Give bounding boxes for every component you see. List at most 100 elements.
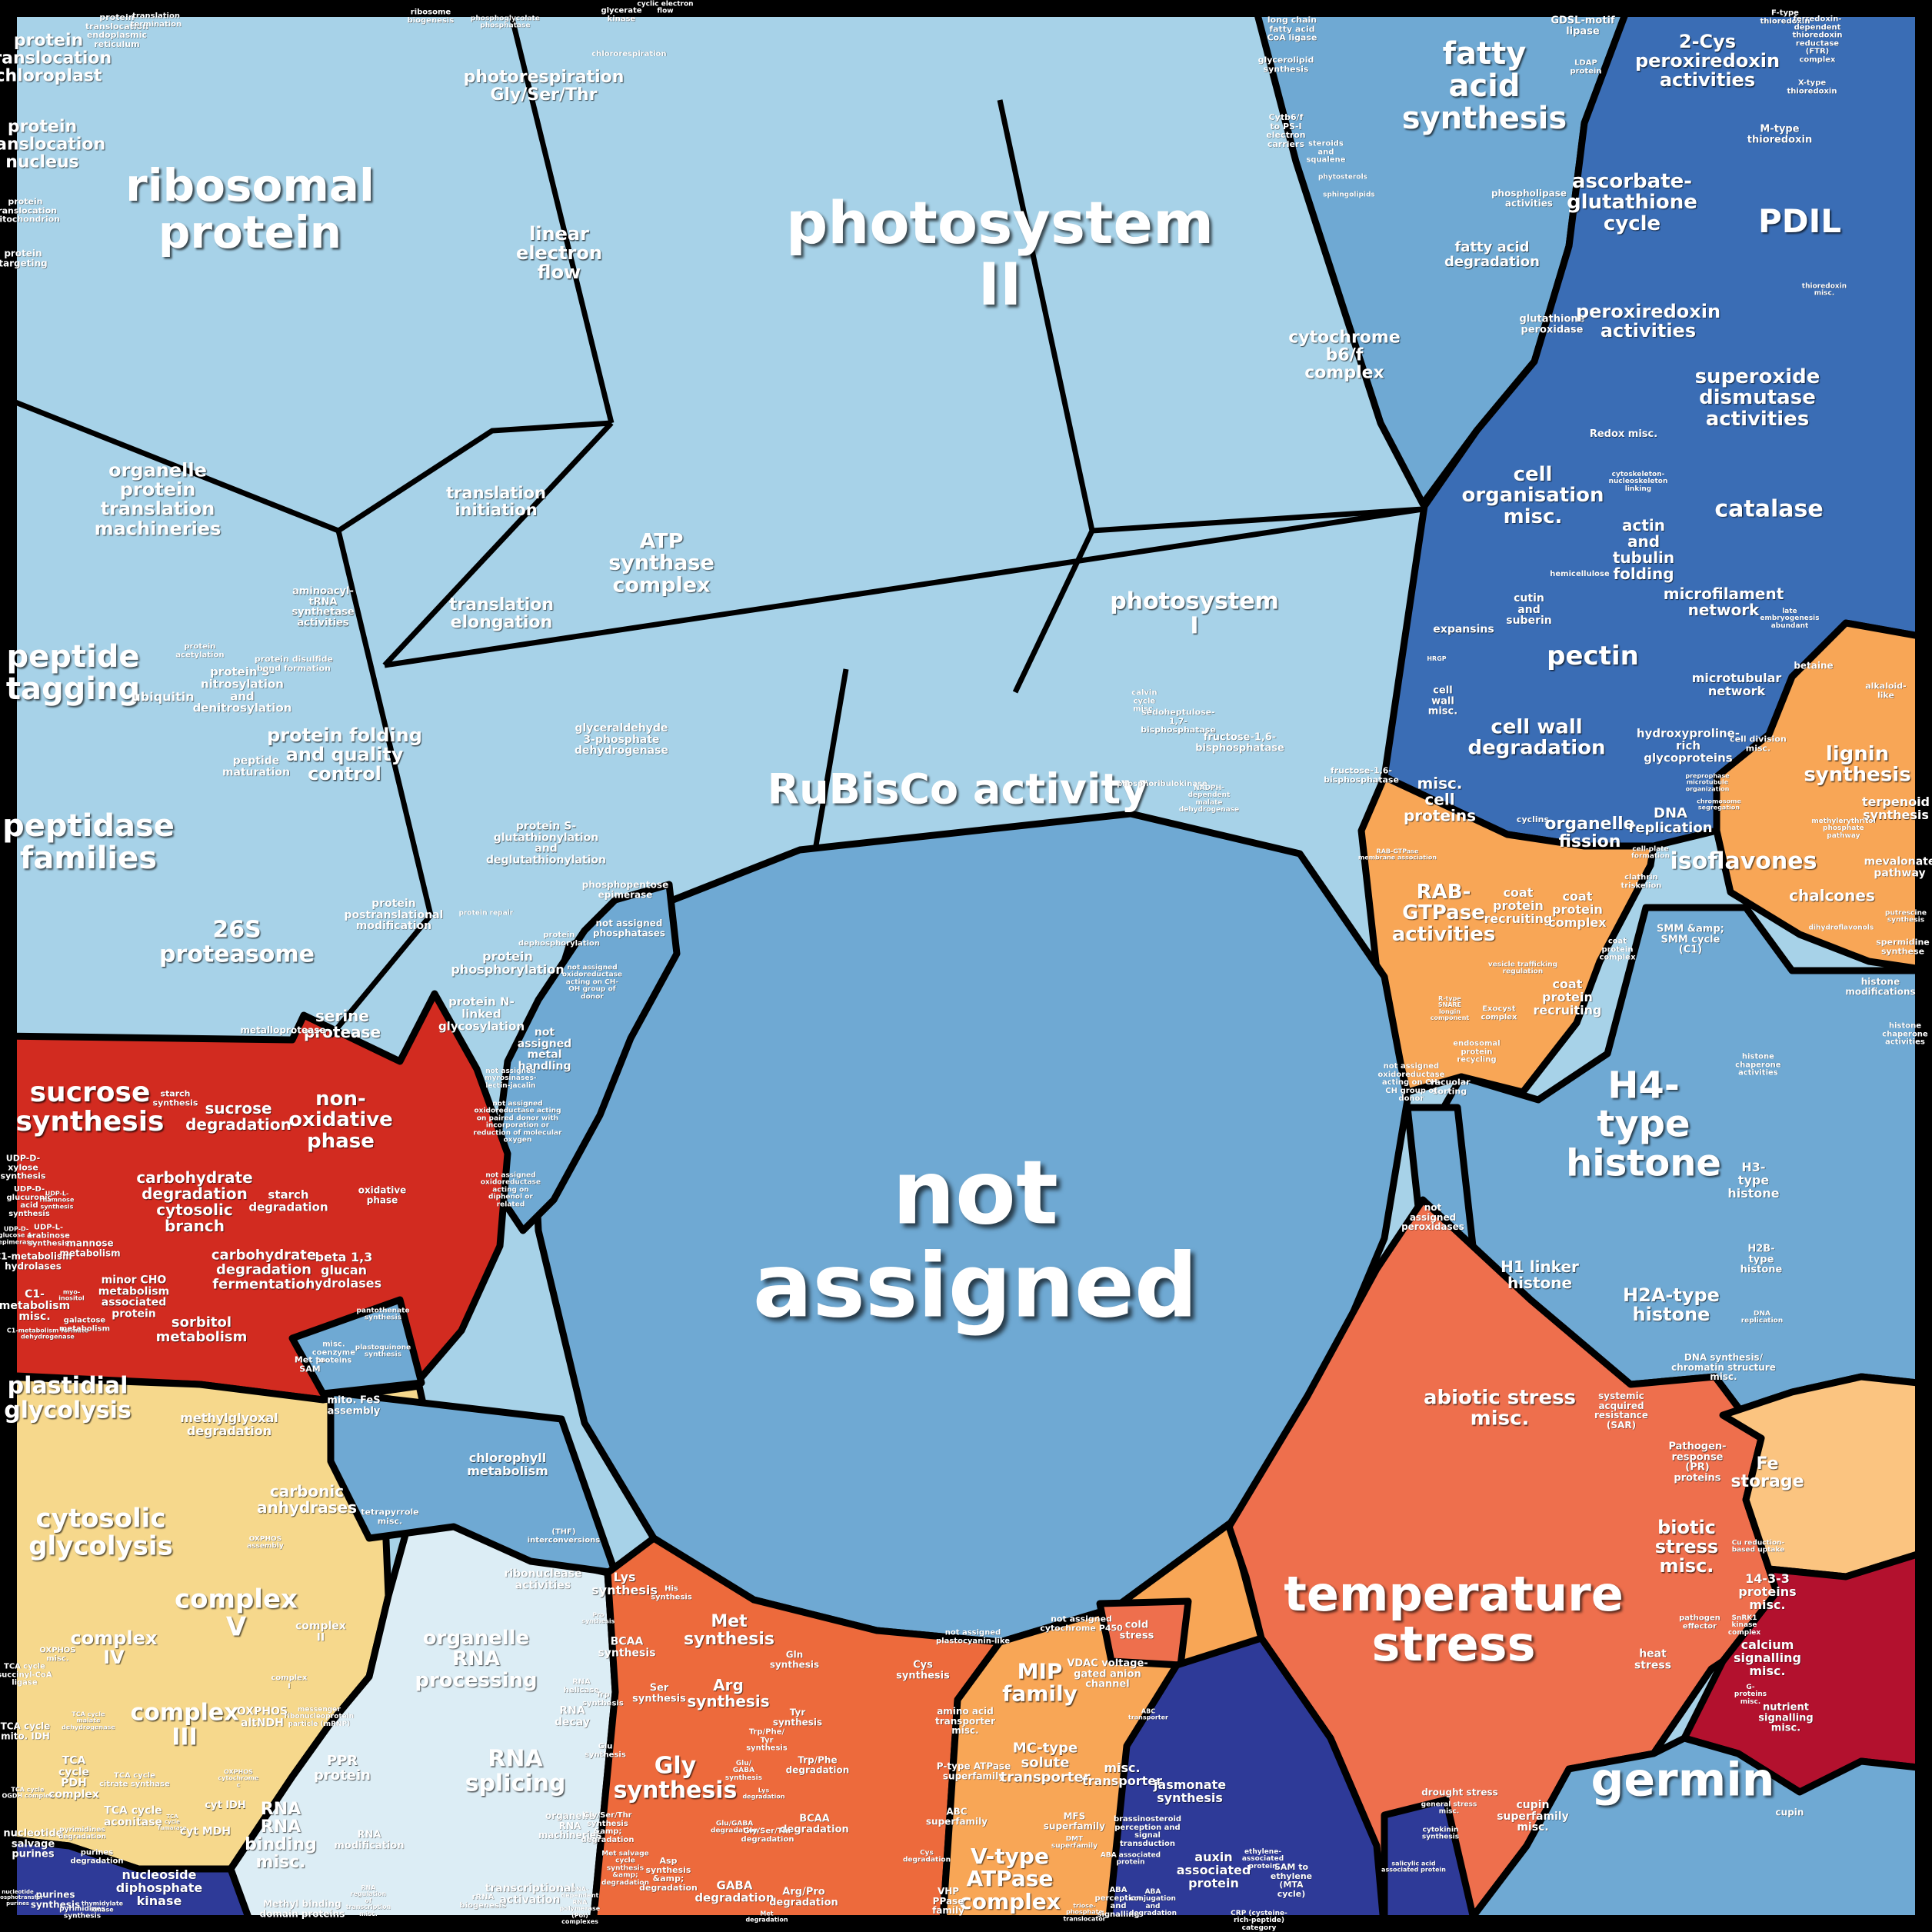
region-label: peptidase families bbox=[2, 808, 175, 876]
inner-boundary-lines bbox=[0, 0, 1424, 1038]
region-label: RuBisCo activity bbox=[767, 764, 1148, 814]
region-label: RAB-GTPase membrane association bbox=[1357, 848, 1437, 861]
inner-boundary-line bbox=[0, 393, 340, 534]
region-tetrapyrrole-pocket bbox=[327, 1388, 619, 1577]
region-label: steroids and squalene bbox=[1306, 139, 1346, 165]
region-label: pyrimidines synthesis bbox=[59, 1905, 105, 1920]
region-label: Cu reduction- based uptake bbox=[1731, 1539, 1785, 1554]
region-label: spermidine synthese bbox=[1876, 937, 1930, 956]
region-label: His synthesis bbox=[651, 1584, 692, 1601]
region-label: cell organisation misc. bbox=[1461, 463, 1604, 528]
region-label: late embryogenesis abundant bbox=[1760, 607, 1820, 630]
region-label: not assigned oxidoreductase acting on pa… bbox=[473, 1100, 562, 1144]
region-label: RNA splicing bbox=[465, 1745, 566, 1797]
region-label: cell wall misc. bbox=[1427, 685, 1458, 718]
region-label: GABA degradation bbox=[695, 1878, 774, 1904]
region-label: histone chaperone activities bbox=[1735, 1052, 1781, 1078]
region-label: Tyr synthesis bbox=[772, 1707, 823, 1727]
region-label: cutin and suberin bbox=[1506, 591, 1552, 628]
region-label: fructose-1,6- bisphosphatase bbox=[1324, 765, 1399, 784]
region-label: not assigned myrosinases- lectin-jacalin bbox=[485, 1067, 537, 1090]
region-label: pathogen effector bbox=[1679, 1614, 1720, 1631]
region-label: protein N- linked glycosylation bbox=[438, 994, 525, 1033]
region-label: Gln synthesis bbox=[769, 1649, 820, 1670]
region-label: fatty acid synthesis bbox=[1401, 36, 1567, 136]
region-label: plastoquinone synthesis bbox=[355, 1344, 411, 1359]
region-label: chlororespiration bbox=[591, 49, 667, 58]
region-label: actin and tubulin folding bbox=[1612, 516, 1675, 583]
region-label: organelle RNA processing bbox=[415, 1627, 538, 1692]
region-label: TCA cycle citrate synthase bbox=[99, 1771, 170, 1788]
region-label: cupin superfamily misc. bbox=[1497, 1798, 1569, 1834]
region-label: TCA cycle fumarase bbox=[158, 1813, 187, 1831]
region-label: pectin bbox=[1547, 641, 1639, 672]
region-label: alkaloid- like bbox=[1865, 681, 1907, 700]
region-label: clathrin triskelion bbox=[1621, 873, 1662, 890]
region-label: Pro synthesis bbox=[581, 1611, 615, 1625]
region-label: protein translocation chloroplast bbox=[0, 31, 112, 86]
region-label: endosomal protein recycling bbox=[1453, 1039, 1501, 1064]
region-label: protein S- glutathionylation and degluta… bbox=[486, 820, 606, 867]
region-label: not assigned peroxidases bbox=[1401, 1202, 1464, 1233]
region-label: organelle RNA machineries bbox=[538, 1810, 602, 1841]
region-label: SAM to ethylene (MTA cycle) bbox=[1270, 1861, 1313, 1899]
region-label: C1-metabolism formate dehydrogenase bbox=[6, 1327, 89, 1341]
region-label: hemicellulose bbox=[1550, 569, 1610, 578]
inner-boundary-line bbox=[337, 420, 612, 533]
region-label: organelle protein translation machinerie… bbox=[94, 459, 222, 540]
region-label: nucleotide salvage purines bbox=[3, 1827, 63, 1860]
region-label: triose- phosphate translocator bbox=[1063, 1902, 1106, 1923]
region-label: complex III bbox=[130, 1699, 239, 1750]
region-label: temperature stress bbox=[1284, 1565, 1624, 1672]
region-label: ascorbate- glutathione cycle bbox=[1567, 170, 1697, 235]
region-label: ABC transporter bbox=[1128, 1707, 1168, 1721]
region-label: DMT superfamily bbox=[1051, 1835, 1098, 1850]
region-label: OXPHOS cytochrome c bbox=[218, 1768, 259, 1789]
region-label: RNA modification bbox=[334, 1829, 405, 1851]
region-label: TCA cycle malate dehydrogenase bbox=[62, 1710, 115, 1731]
region-label: aminoacyl- tRNA synthetase activities bbox=[291, 585, 355, 629]
region-label: Trp/Phe degradation bbox=[785, 1754, 850, 1775]
region-label: coat protein recruiting bbox=[1533, 976, 1602, 1018]
region-label: ATP synthase complex bbox=[608, 529, 715, 598]
region-label: P-type ATPase superfamily bbox=[936, 1760, 1011, 1781]
region-label: amino acid transporter misc. bbox=[935, 1706, 995, 1737]
region-label: cytochrome b6/f complex bbox=[1288, 328, 1401, 383]
region-label: RNA RNA binding misc. bbox=[245, 1799, 317, 1873]
inner-boundary-line bbox=[328, 913, 433, 1038]
region-label: glycerolipid synthesis bbox=[1257, 55, 1314, 74]
region-label: heat stress bbox=[1634, 1647, 1672, 1671]
region-label: Gly synthesis bbox=[613, 1752, 738, 1804]
region-label: ribonuclease activities bbox=[504, 1567, 582, 1591]
region-label: misc. coenzyme proteins bbox=[311, 1340, 356, 1365]
region-label: long chain fatty acid CoA ligase bbox=[1267, 15, 1317, 43]
region-label: H1 linker histone bbox=[1501, 1257, 1579, 1292]
region-label: ABA perception and signalling bbox=[1094, 1886, 1142, 1919]
region-label: non- oxidative phase bbox=[288, 1088, 393, 1153]
inner-boundary-line bbox=[997, 99, 1095, 694]
region-label: VDAC voltage- gated anion channel bbox=[1067, 1657, 1148, 1690]
region-label: UDP-D- glucose 4- epimerase bbox=[0, 1225, 35, 1246]
region-hormone-signalling bbox=[1104, 1634, 1388, 1932]
region-label: abiotic stress misc. bbox=[1423, 1386, 1577, 1431]
region-label: carbohydrate degradation cytosolic branc… bbox=[136, 1168, 253, 1235]
region-label: H3- type histone bbox=[1727, 1159, 1780, 1201]
region-label: pyrimidines degradation bbox=[58, 1826, 106, 1841]
region-label: F-type thioredoxin bbox=[1760, 8, 1810, 25]
inner-boundary-line bbox=[1091, 506, 1424, 534]
region-label: not assigned oxidoreductase acting on CH… bbox=[1377, 1061, 1445, 1103]
region-label: G- proteins misc. bbox=[1734, 1683, 1767, 1706]
region-label: serine protease bbox=[303, 1007, 381, 1041]
region-label: beta 1,3 glucan hydrolases bbox=[305, 1249, 382, 1291]
region-label: preprophase microtubule organization bbox=[1685, 772, 1730, 793]
region-label: H2A-type histone bbox=[1623, 1284, 1720, 1325]
region-label: methylerythritol phosphate pathway bbox=[1811, 817, 1876, 840]
region-label: ABA associated protein bbox=[1100, 1851, 1161, 1867]
region-label: carbonic anhydrases bbox=[256, 1482, 358, 1517]
region-label: histone modifications bbox=[1845, 976, 1916, 997]
region-label: M-type thioredoxin bbox=[1747, 123, 1813, 145]
region-label: Cys synthesis bbox=[896, 1659, 950, 1681]
region-label: DNA- dependent RNA polymerase (PoI) comp… bbox=[559, 1885, 601, 1925]
region-label: protein targeting bbox=[0, 248, 48, 268]
